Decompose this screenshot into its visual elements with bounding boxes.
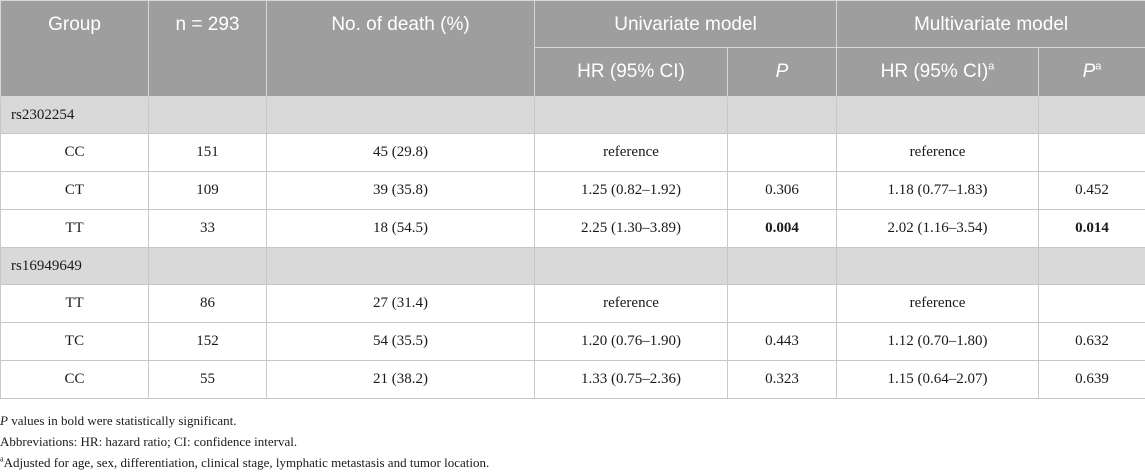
cell-n: 109 — [149, 172, 267, 210]
cell-deaths: 27 (31.4) — [267, 285, 535, 323]
section-label: rs2302254 — [1, 97, 149, 134]
header-multi-hr-sup: a — [988, 61, 994, 73]
cell-multi-p: 0.639 — [1039, 361, 1145, 399]
cell-group: CC — [1, 134, 149, 172]
table-footnotes: P values in bold were statistically sign… — [0, 410, 1145, 473]
cell-multi-hr: reference — [837, 134, 1039, 172]
cell-uni-p: 0.443 — [728, 323, 837, 361]
cell-uni-hr: reference — [535, 134, 728, 172]
table-header: Group n = 293 No. of death (%) Univariat… — [1, 1, 1145, 97]
header-multi-p-sup: a — [1095, 61, 1101, 73]
cell-multi-p: 0.632 — [1039, 323, 1145, 361]
header-group: Group — [1, 1, 149, 97]
cell-group: TT — [1, 285, 149, 323]
table-row: TT 33 18 (54.5) 2.25 (1.30–3.89) 0.004 2… — [1, 210, 1145, 248]
results-table: Group n = 293 No. of death (%) Univariat… — [0, 0, 1145, 399]
section-row: rs2302254 — [1, 97, 1145, 134]
header-deaths: No. of death (%) — [267, 1, 535, 97]
cell-n: 86 — [149, 285, 267, 323]
header-multivariate: Multivariate model — [837, 1, 1145, 48]
cell-multi-p-significant: 0.014 — [1039, 210, 1145, 248]
cell-uni-hr: 1.25 (0.82–1.92) — [535, 172, 728, 210]
cell-multi-hr: 1.12 (0.70–1.80) — [837, 323, 1039, 361]
header-uni-hr: HR (95% CI) — [535, 48, 728, 97]
cell-multi-hr: 2.02 (1.16–3.54) — [837, 210, 1039, 248]
cell-multi-hr: 1.15 (0.64–2.07) — [837, 361, 1039, 399]
section-label: rs16949649 — [1, 248, 149, 285]
footnote-abbreviations: Abbreviations: HR: hazard ratio; CI: con… — [0, 431, 1145, 452]
section-row: rs16949649 — [1, 248, 1145, 285]
cell-n: 55 — [149, 361, 267, 399]
cell-uni-p: 0.323 — [728, 361, 837, 399]
table-row: TC 152 54 (35.5) 1.20 (0.76–1.90) 0.443 … — [1, 323, 1145, 361]
cell-deaths: 39 (35.8) — [267, 172, 535, 210]
cell-uni-hr: 1.20 (0.76–1.90) — [535, 323, 728, 361]
header-uni-p: P — [728, 48, 837, 97]
header-univariate: Univariate model — [535, 1, 837, 48]
header-n: n = 293 — [149, 1, 267, 97]
cell-n: 33 — [149, 210, 267, 248]
cell-uni-p: 0.306 — [728, 172, 837, 210]
cell-deaths: 54 (35.5) — [267, 323, 535, 361]
cell-uni-hr: 1.33 (0.75–2.36) — [535, 361, 728, 399]
cell-multi-p — [1039, 285, 1145, 323]
cell-deaths: 21 (38.2) — [267, 361, 535, 399]
footnote-p-symbol: P — [0, 413, 8, 428]
cell-group: TT — [1, 210, 149, 248]
table-body: rs2302254 CC 151 45 (29.8) reference ref… — [1, 97, 1145, 399]
footnote-significance-text: values in bold were statistically signif… — [8, 413, 237, 428]
cell-uni-p — [728, 285, 837, 323]
cell-n: 152 — [149, 323, 267, 361]
header-multi-hr: HR (95% CI)a — [837, 48, 1039, 97]
header-multi-hr-label: HR (95% CI) — [881, 61, 989, 82]
footnote-significance: P values in bold were statistically sign… — [0, 410, 1145, 431]
header-multi-p-label: P — [1083, 61, 1096, 82]
cell-group: CT — [1, 172, 149, 210]
cell-deaths: 45 (29.8) — [267, 134, 535, 172]
cell-deaths: 18 (54.5) — [267, 210, 535, 248]
table-row: TT 86 27 (31.4) reference reference — [1, 285, 1145, 323]
header-uni-p-label: P — [776, 61, 789, 82]
table-row: CT 109 39 (35.8) 1.25 (0.82–1.92) 0.306 … — [1, 172, 1145, 210]
footnote-adjustment-text: Adjusted for age, sex, differentiation, … — [4, 455, 490, 470]
cell-multi-p — [1039, 134, 1145, 172]
cell-multi-hr: 1.18 (0.77–1.83) — [837, 172, 1039, 210]
cell-multi-hr: reference — [837, 285, 1039, 323]
cell-uni-p-significant: 0.004 — [728, 210, 837, 248]
cell-n: 151 — [149, 134, 267, 172]
cell-group: CC — [1, 361, 149, 399]
cell-uni-hr: reference — [535, 285, 728, 323]
table-row: CC 55 21 (38.2) 1.33 (0.75–2.36) 0.323 1… — [1, 361, 1145, 399]
cell-uni-p — [728, 134, 837, 172]
cell-multi-p: 0.452 — [1039, 172, 1145, 210]
table-row: CC 151 45 (29.8) reference reference — [1, 134, 1145, 172]
cell-uni-hr: 2.25 (1.30–3.89) — [535, 210, 728, 248]
header-multi-p: Pa — [1039, 48, 1145, 97]
cell-group: TC — [1, 323, 149, 361]
